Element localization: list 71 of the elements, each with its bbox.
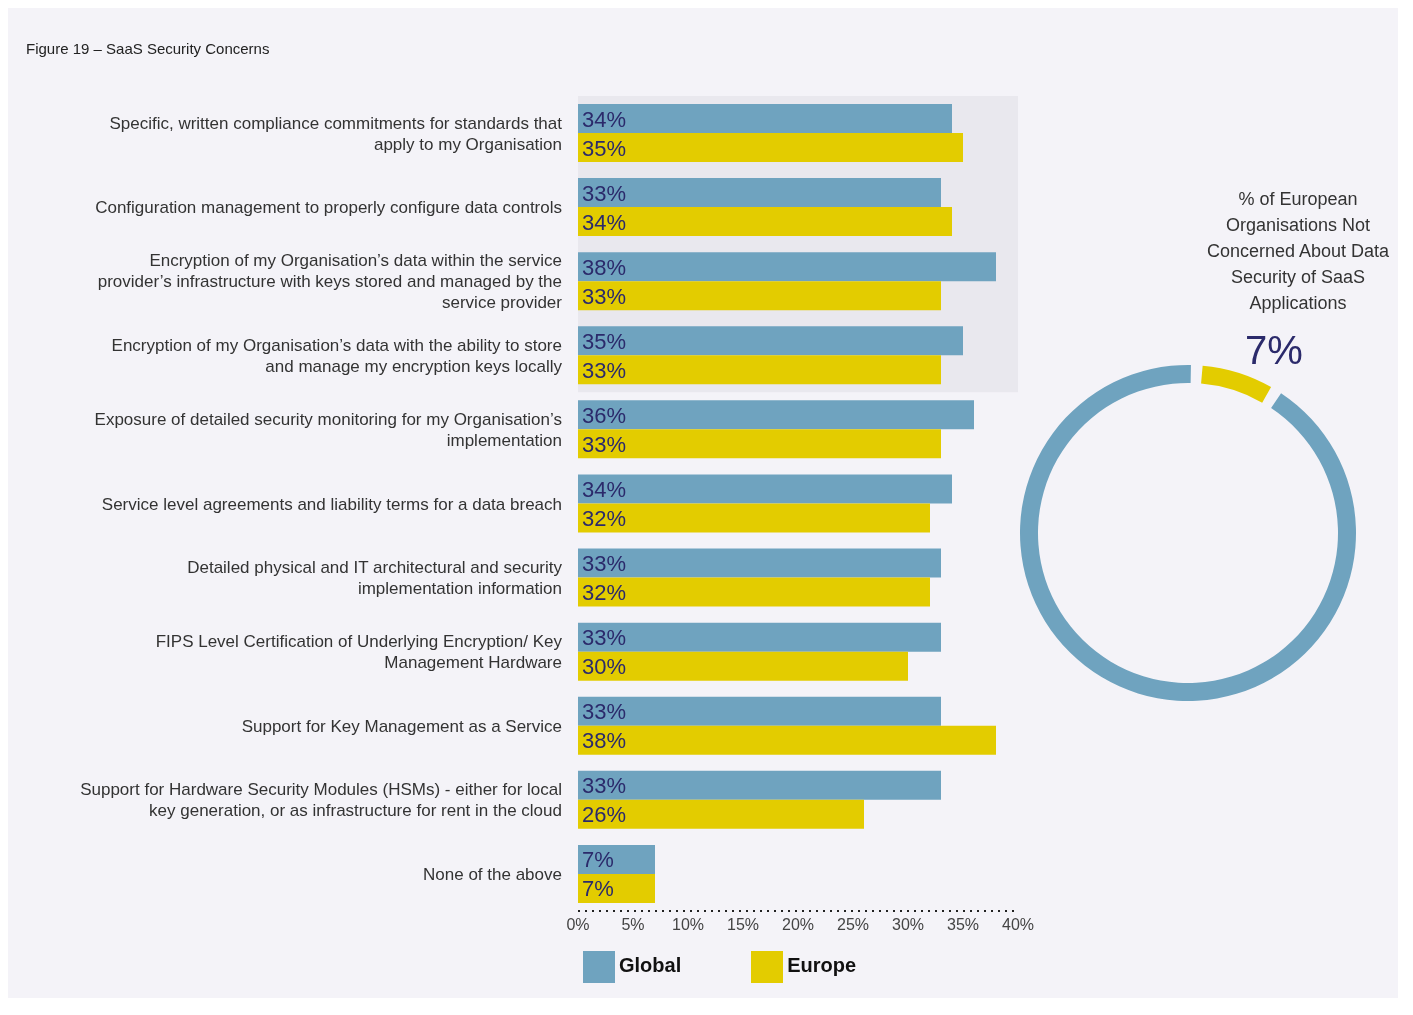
bar — [578, 577, 930, 607]
bar — [578, 844, 655, 874]
bar — [578, 252, 996, 282]
data-label: 30% — [582, 654, 627, 680]
bar — [578, 178, 941, 208]
data-label: 33% — [582, 283, 627, 309]
data-label: 38% — [582, 728, 627, 754]
data-label: 7% — [1245, 327, 1303, 372]
x-tick-label: 10% — [671, 916, 705, 934]
legend-label: Europe — [787, 954, 857, 977]
y-tick-label: Support for Key Management as a Service — [241, 716, 562, 736]
data-label: 32% — [582, 580, 627, 606]
bar — [578, 799, 864, 829]
x-tick-label: 30% — [891, 916, 925, 934]
x-tick-label: 25% — [836, 916, 870, 934]
data-label: 33% — [582, 699, 627, 725]
data-label: 33% — [582, 180, 627, 206]
x-tick-label: 35% — [946, 916, 980, 934]
x-tick-label: 0% — [566, 916, 590, 934]
y-tick-label: Exposure of detailed security monitoring for my Organisation’s implementation — [94, 409, 562, 450]
bar — [578, 770, 941, 800]
data-label: 26% — [582, 802, 627, 828]
y-tick-label: Detailed physical and IT architectural and security implementation information — [187, 558, 563, 599]
bar — [578, 651, 908, 681]
bar — [578, 725, 996, 755]
x-tick-label: 15% — [726, 916, 760, 934]
donut-slice — [1201, 365, 1272, 403]
bar — [578, 474, 952, 504]
data-label: 35% — [582, 328, 627, 354]
x-tick-label: 40% — [1001, 916, 1035, 934]
y-tick-label: Service level agreements and liability terms for a data breach — [101, 494, 562, 514]
data-label: 7% — [582, 876, 614, 902]
bar — [578, 104, 952, 133]
data-label: 33% — [582, 551, 627, 577]
data-label: 33% — [582, 431, 627, 457]
data-label: 36% — [582, 402, 627, 428]
data-label: 34% — [582, 209, 627, 235]
x-tick-label: 5% — [621, 916, 645, 934]
text: Figure 19 – SaaS Security Concerns — [26, 40, 270, 57]
bar — [578, 400, 974, 430]
bar — [578, 207, 952, 237]
data-label: 34% — [582, 476, 627, 502]
data-label: 34% — [582, 106, 627, 132]
data-label: 33% — [582, 625, 627, 651]
bar — [578, 548, 941, 578]
y-tick-label: Support for Hardware Security Modules (HSMs) - either for local key generation, or as infrastructure for rent in the cloud — [80, 780, 562, 821]
bar — [578, 503, 930, 533]
data-label: 35% — [582, 135, 627, 161]
y-tick-label: Configuration management to properly configure data controls — [95, 198, 562, 218]
bar — [578, 429, 941, 459]
y-tick-label: FIPS Level Certification of Underlying Encryption/ Key Management Hardware — [155, 632, 563, 673]
y-tick-label: Specific, written compliance commitments for standards that apply to my Organisation — [109, 113, 563, 154]
chart-title: % of European Organisations Not Concerned About Data Security of SaaS Applications — [1205, 188, 1391, 315]
data-label: 38% — [582, 254, 627, 280]
y-tick-label: None of the above — [423, 864, 562, 884]
bar — [578, 696, 941, 726]
data-label: 7% — [582, 847, 614, 873]
bar — [578, 622, 941, 652]
data-label: 33% — [582, 357, 627, 383]
data-label: 33% — [582, 773, 627, 799]
bar — [578, 133, 963, 162]
legend-label: Global — [619, 954, 682, 977]
x-tick-label: 20% — [781, 916, 815, 934]
bar — [578, 873, 655, 903]
bar — [578, 326, 963, 356]
bar — [578, 281, 941, 311]
bar — [578, 355, 941, 385]
y-tick-label: Encryption of my Organisation’s data with the ability to store and manage my encryption keys locally — [111, 335, 563, 376]
donut-slice — [1020, 365, 1356, 701]
y-tick-label: Encryption of my Organisation’s data within the service provider’s infrastructure with keys stored and managed by the service provider — [97, 251, 563, 313]
data-label: 32% — [582, 505, 627, 531]
